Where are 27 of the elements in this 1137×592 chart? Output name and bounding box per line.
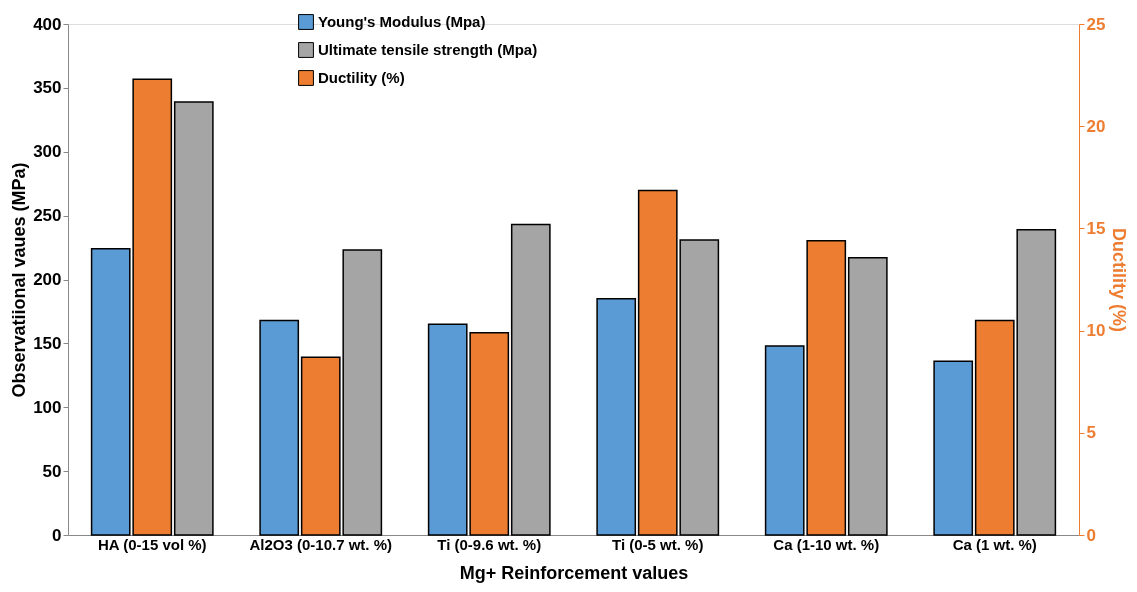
y2-tick-label: 25 [1086, 14, 1106, 34]
y-tick-label: 300 [33, 142, 62, 162]
y-axis-title: Observatiional vaues (MPa) [9, 162, 30, 398]
y2-tick-label: 15 [1086, 218, 1106, 238]
y-tick-label: 100 [33, 397, 62, 417]
x-tick-label: Ca (1-10 wt. %) [773, 535, 880, 553]
x-tick-label: HA (0-15 vol %) [97, 535, 207, 553]
x-tick-label: Ti (0-5 wt. %) [612, 535, 704, 553]
y-tick-label: 50 [42, 461, 62, 481]
x-tick-label: Al2O3 (0-10.7 wt. %) [249, 535, 393, 553]
y2-axis-title: Ductility (%) [1109, 227, 1130, 333]
y-tick-label: 150 [33, 333, 62, 353]
x-tick-label: Ca (1 wt. %) [952, 535, 1037, 553]
y-tick-label: 400 [33, 14, 62, 34]
y-tick-label: 0 [52, 525, 62, 545]
y2-tick-label: 5 [1086, 423, 1096, 443]
y2-tick-label: 10 [1086, 321, 1106, 341]
y-tick-label: 250 [33, 206, 62, 226]
y-tick-label: 200 [33, 270, 62, 289]
legend-label: Ductility (%) [318, 69, 405, 86]
y2-tick-label: 20 [1086, 116, 1106, 136]
y-tick-label: 350 [33, 78, 62, 98]
x-axis-title: Mg+ Reinforcement values [459, 562, 689, 583]
legend-label: Young's Modulus (Mpa) [318, 13, 486, 30]
legend-label: Ultimate tensile strength (Mpa) [318, 41, 538, 58]
x-tick-label: Ti (0-9.6 wt. %) [437, 535, 542, 553]
y2-tick-label: 0 [1086, 525, 1096, 545]
